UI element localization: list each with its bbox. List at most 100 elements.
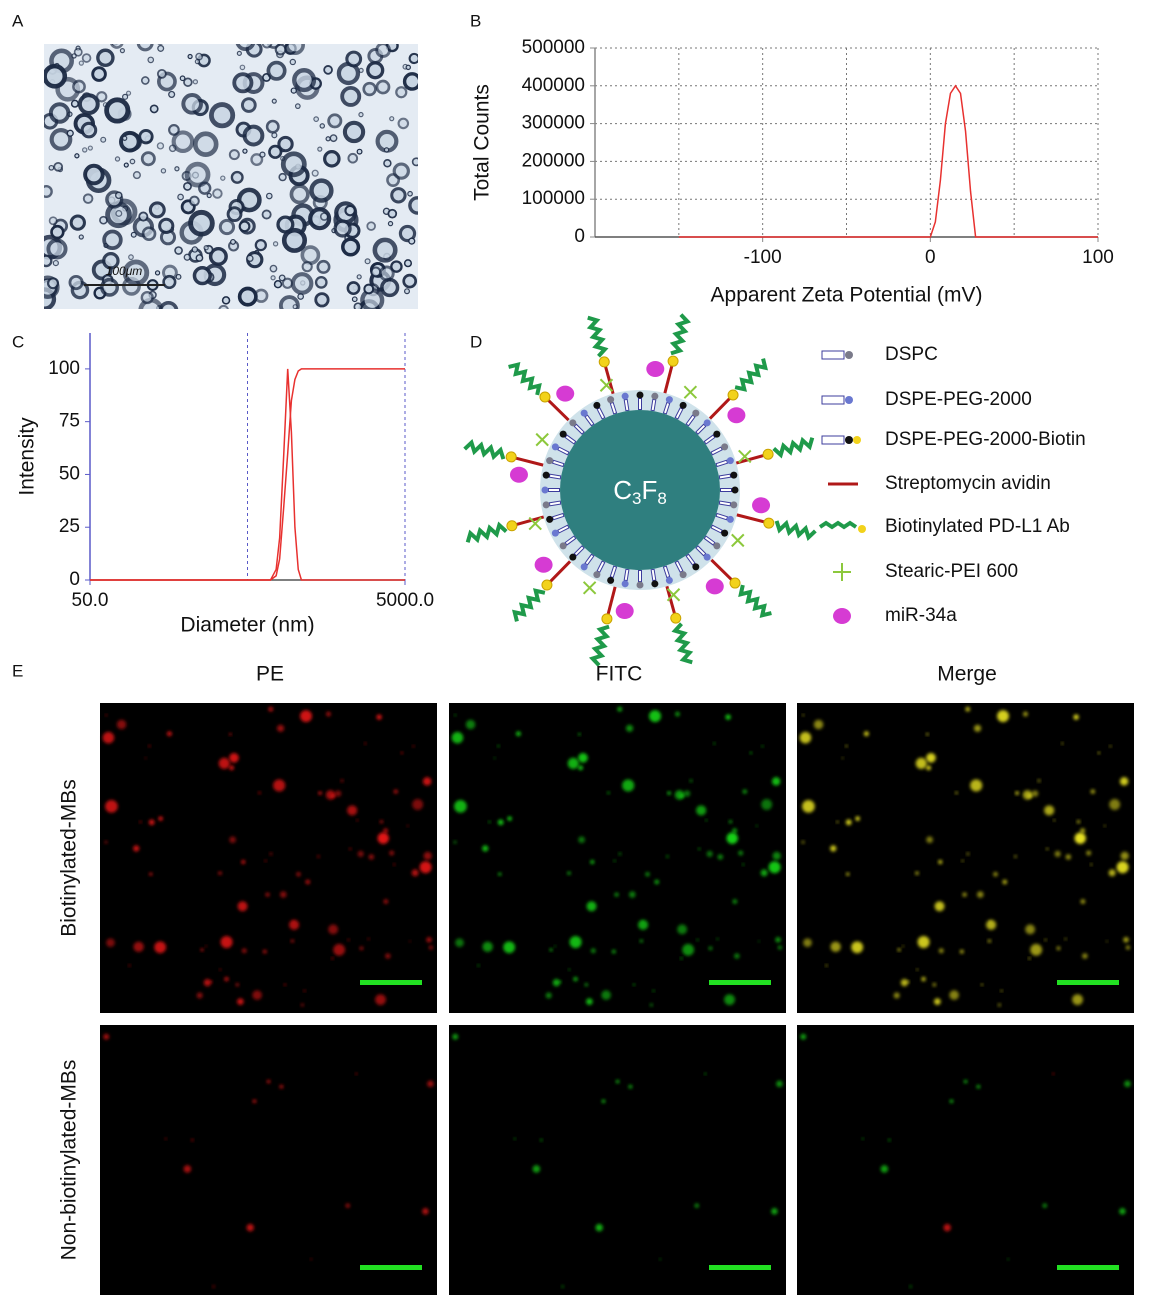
- fluor-dot: [1064, 937, 1067, 941]
- bubble: [383, 159, 392, 168]
- fluor-dot: [1037, 779, 1041, 783]
- fluor-dot: [310, 1258, 313, 1261]
- bubble: [128, 254, 134, 261]
- bubble: [327, 113, 343, 129]
- bubble: [366, 221, 376, 231]
- bubble: [44, 254, 53, 268]
- fluor-dot: [515, 731, 521, 737]
- fluor-dot: [813, 719, 824, 730]
- fluor-dot: [1056, 946, 1061, 951]
- fluor-dot: [590, 948, 596, 954]
- bubble: [130, 231, 137, 238]
- fluor-dot: [203, 979, 212, 987]
- bubble: [87, 145, 93, 151]
- bubble: [408, 196, 418, 215]
- bubble: [228, 149, 240, 161]
- fluor-dot: [393, 863, 396, 866]
- fluor-dot: [340, 779, 344, 783]
- fluor-dot: [1090, 863, 1093, 866]
- fluor-dot: [595, 1223, 603, 1232]
- fluor-dot: [545, 992, 552, 999]
- bubble: [319, 212, 329, 221]
- fluor-dot: [955, 791, 958, 795]
- panel-label: D: [470, 332, 482, 351]
- lipid-tail-in: [585, 415, 594, 426]
- bubble: [122, 93, 129, 100]
- fluor-dot: [1080, 899, 1086, 904]
- fluor-dot: [1000, 989, 1003, 992]
- bubble: [387, 208, 398, 219]
- lipid-tail-in: [549, 501, 561, 506]
- fluor-dot: [411, 869, 419, 877]
- fluor-dot: [419, 861, 432, 874]
- fluor-dot: [1082, 953, 1088, 959]
- fluor-dot: [970, 779, 983, 792]
- fluor-dot: [683, 790, 691, 797]
- legend-icon: [818, 520, 858, 530]
- fluor-dot: [191, 1138, 194, 1142]
- fluor-dot: [1052, 1072, 1055, 1075]
- lipid-tail-in: [719, 474, 731, 479]
- fluor-dot: [997, 1003, 1001, 1007]
- fluor-dot: [1054, 850, 1061, 857]
- antibody: [508, 362, 542, 396]
- fluor-dot: [962, 892, 967, 897]
- fluor-dot: [861, 1137, 864, 1140]
- fluor-dot: [1028, 957, 1031, 960]
- pei: [582, 581, 597, 595]
- fluor-dot: [799, 731, 812, 744]
- bubble: [239, 64, 246, 71]
- bubble: [148, 201, 166, 219]
- bubble: [236, 50, 242, 56]
- pei: [599, 378, 614, 392]
- fluor-dot: [149, 872, 153, 876]
- bubble: [313, 116, 320, 122]
- lipid-tail-in: [585, 554, 594, 565]
- bubble: [389, 116, 395, 122]
- fluor-dot: [704, 1072, 707, 1075]
- fluor-dot: [926, 732, 929, 736]
- fluor-dot: [628, 891, 636, 898]
- bubble: [110, 44, 124, 49]
- fluor-dot: [1116, 861, 1129, 874]
- fluor-dot: [1080, 828, 1086, 834]
- avidin: [735, 454, 764, 465]
- avidin: [708, 397, 731, 420]
- bubble: [209, 102, 236, 129]
- bubble: [375, 44, 391, 58]
- bubble: [274, 44, 287, 56]
- fluor-dot: [584, 983, 589, 987]
- bubble: [390, 187, 407, 204]
- pei: [731, 533, 745, 548]
- fluor-dot: [1074, 832, 1086, 844]
- avidin: [547, 399, 570, 422]
- bubble: [232, 72, 254, 94]
- bubble: [156, 68, 167, 79]
- bubble: [240, 97, 257, 113]
- fluor-dot: [902, 945, 905, 948]
- bubble: [158, 217, 175, 234]
- bubble: [203, 245, 209, 251]
- biotin: [727, 389, 739, 401]
- legend-label: Biotinylated PD-L1 Ab: [885, 516, 1070, 537]
- lipid-head: [703, 419, 711, 427]
- fluor-dot: [218, 871, 222, 875]
- fluor-dot: [229, 752, 239, 763]
- scale-bar: [709, 1265, 771, 1270]
- x-tick-label: 0: [925, 247, 936, 268]
- fluor-dot: [349, 847, 352, 851]
- lipid-head: [721, 443, 729, 451]
- core-label: C3F8: [613, 475, 667, 509]
- fluor-dot: [283, 983, 287, 986]
- fluor-dot: [749, 751, 753, 754]
- bubble: [53, 161, 64, 172]
- fluor-dot: [601, 990, 611, 1000]
- bubble: [351, 296, 358, 303]
- fluor-dot: [601, 1099, 606, 1104]
- avidin: [516, 515, 545, 526]
- fluor-dot: [452, 1033, 459, 1040]
- bubble: [333, 219, 352, 238]
- bubble: [294, 103, 301, 110]
- bubble: [70, 99, 79, 108]
- bubble: [212, 188, 223, 199]
